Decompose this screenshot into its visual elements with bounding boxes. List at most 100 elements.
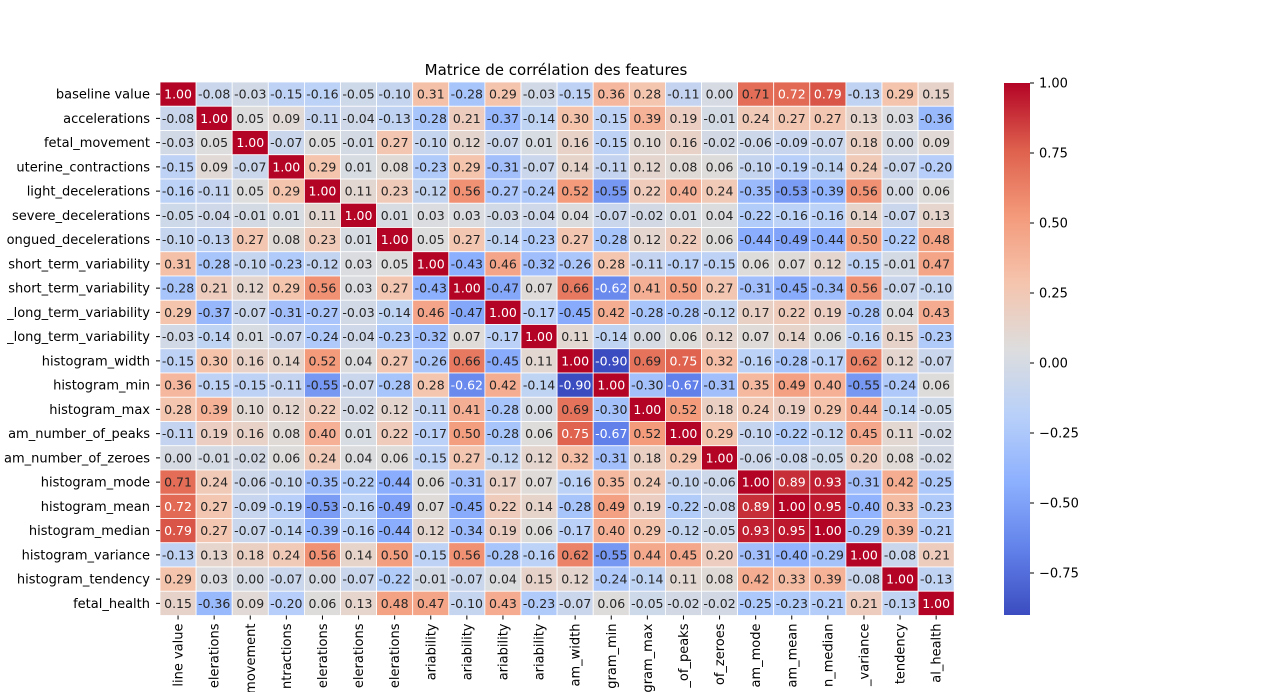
cell-value-label: 1.00 [453,281,481,296]
cell-value-label: -0.36 [920,111,952,126]
cell-value-label: 1.00 [417,256,445,271]
cell-value-label: 0.62 [561,547,589,562]
cell-value-label: -0.07 [884,159,916,174]
cell-value-label: 0.04 [345,450,373,465]
heatmap-cell [665,493,702,519]
row-label: histogram_min [53,379,150,394]
colorbar-tick-label: 0.50 [1039,217,1068,232]
cell-value-label: -0.29 [812,547,844,562]
heatmap-cell [412,81,450,107]
heatmap-cell [412,469,450,495]
cell-value-label: 0.52 [561,184,589,199]
cell-value-label: 0.24 [633,475,661,490]
heatmap-cell [340,81,377,107]
cell-value-label: 0.11 [309,208,337,223]
heatmap-cell [448,105,486,131]
heatmap-cell [303,590,341,616]
cell-value-label: -0.16 [776,208,808,223]
cell-value-label: 1.00 [200,111,228,126]
heatmap-cell [845,178,883,204]
heatmap-cell [303,202,341,228]
heatmap-cell [592,154,630,180]
heatmap-cell [737,202,775,228]
cell-value-label: -0.10 [739,159,771,174]
cell-value-label: -0.13 [378,111,410,126]
heatmap-cell [628,178,666,204]
cell-value-label: -0.12 [812,426,844,441]
heatmap-cell [412,251,450,277]
cell-value-label: 0.09 [200,159,228,174]
heatmap-cell [917,566,955,592]
cell-value-label: 0.56 [309,547,337,562]
cell-value-label: -0.45 [559,305,591,320]
heatmap-cell [845,105,883,131]
heatmap-cell [231,518,269,544]
heatmap-cell [737,275,775,301]
heatmap-cell [845,81,883,107]
cell-value-label: -0.43 [415,281,447,296]
cell-value-label: -0.02 [703,135,735,150]
column-label: gram_max [641,623,656,692]
cell-value-label: -0.16 [739,353,771,368]
cell-value-label: 0.75 [670,353,698,368]
heatmap-cell [340,493,377,519]
cell-value-label: 0.28 [597,256,625,271]
colorbar-tick-label: 0.75 [1039,147,1068,162]
cell-value-label: -0.36 [198,596,230,611]
cell-value-label: -0.16 [559,475,591,490]
cell-value-label: 0.89 [778,475,806,490]
heatmap-cell [701,518,738,544]
heatmap-cell [340,130,377,156]
cell-value-label: 0.22 [778,305,806,320]
heatmap-cell [484,81,522,107]
cell-value-label: 0.12 [272,402,300,417]
cell-value-label: 0.29 [489,87,517,102]
cell-value-label: -0.13 [884,596,916,611]
cell-value-label: 0.22 [381,426,409,441]
cell-value-label: -0.15 [595,135,627,150]
cell-value-label: -0.15 [162,159,194,174]
heatmap-cell [917,348,955,374]
row-label: histogram_mean [41,500,150,515]
heatmap-cell [195,372,233,398]
cell-value-label: -0.07 [884,208,916,223]
heatmap-cell [267,518,305,544]
cell-value-label: 0.04 [489,572,517,587]
cell-value-label: -0.04 [342,329,374,344]
cell-value-label: 0.05 [200,135,228,150]
cell-value-label: 0.13 [850,111,878,126]
cell-value-label: 0.27 [381,135,409,150]
cell-value-label: 1.00 [814,523,842,538]
cell-value-label: 0.04 [561,208,589,223]
cell-value-label: 0.27 [778,111,806,126]
heatmap-cell [484,348,522,374]
cell-value-label: 0.06 [597,596,625,611]
heatmap-cell [267,299,305,325]
column-label: of_zeroes [713,623,728,685]
heatmap-cell [917,178,955,204]
heatmap-cell [231,445,269,471]
cell-value-label: -0.01 [884,256,916,271]
heatmap-cell [628,324,666,350]
cell-value-label: -0.55 [306,378,338,393]
cell-value-label: 0.50 [453,426,481,441]
cell-value-label: 0.29 [272,281,300,296]
cell-value-label: 0.44 [633,547,661,562]
heatmap-cell [701,81,738,107]
heatmap-cell [376,421,414,447]
cell-value-label: -0.02 [920,426,952,441]
cell-value-label: 0.00 [706,87,734,102]
colorbar: 1.00 0.75 0.50 0.25 0.00 −0.25 −0.50 −0.75 [1004,77,1079,615]
cell-value-label: 0.33 [778,572,806,587]
cell-value-label: 0.01 [345,426,373,441]
cell-value-label: 0.19 [778,402,806,417]
column-label: line value [172,624,187,687]
cell-value-label: 0.06 [381,450,409,465]
heatmap-cell [484,324,522,350]
cell-value-label: 0.12 [381,402,409,417]
cell-value-label: -0.01 [198,450,230,465]
heatmap-cell [773,372,811,398]
cell-value-label: -0.10 [378,87,410,102]
heatmap-cell [340,590,377,616]
heatmap-cell [340,251,377,277]
